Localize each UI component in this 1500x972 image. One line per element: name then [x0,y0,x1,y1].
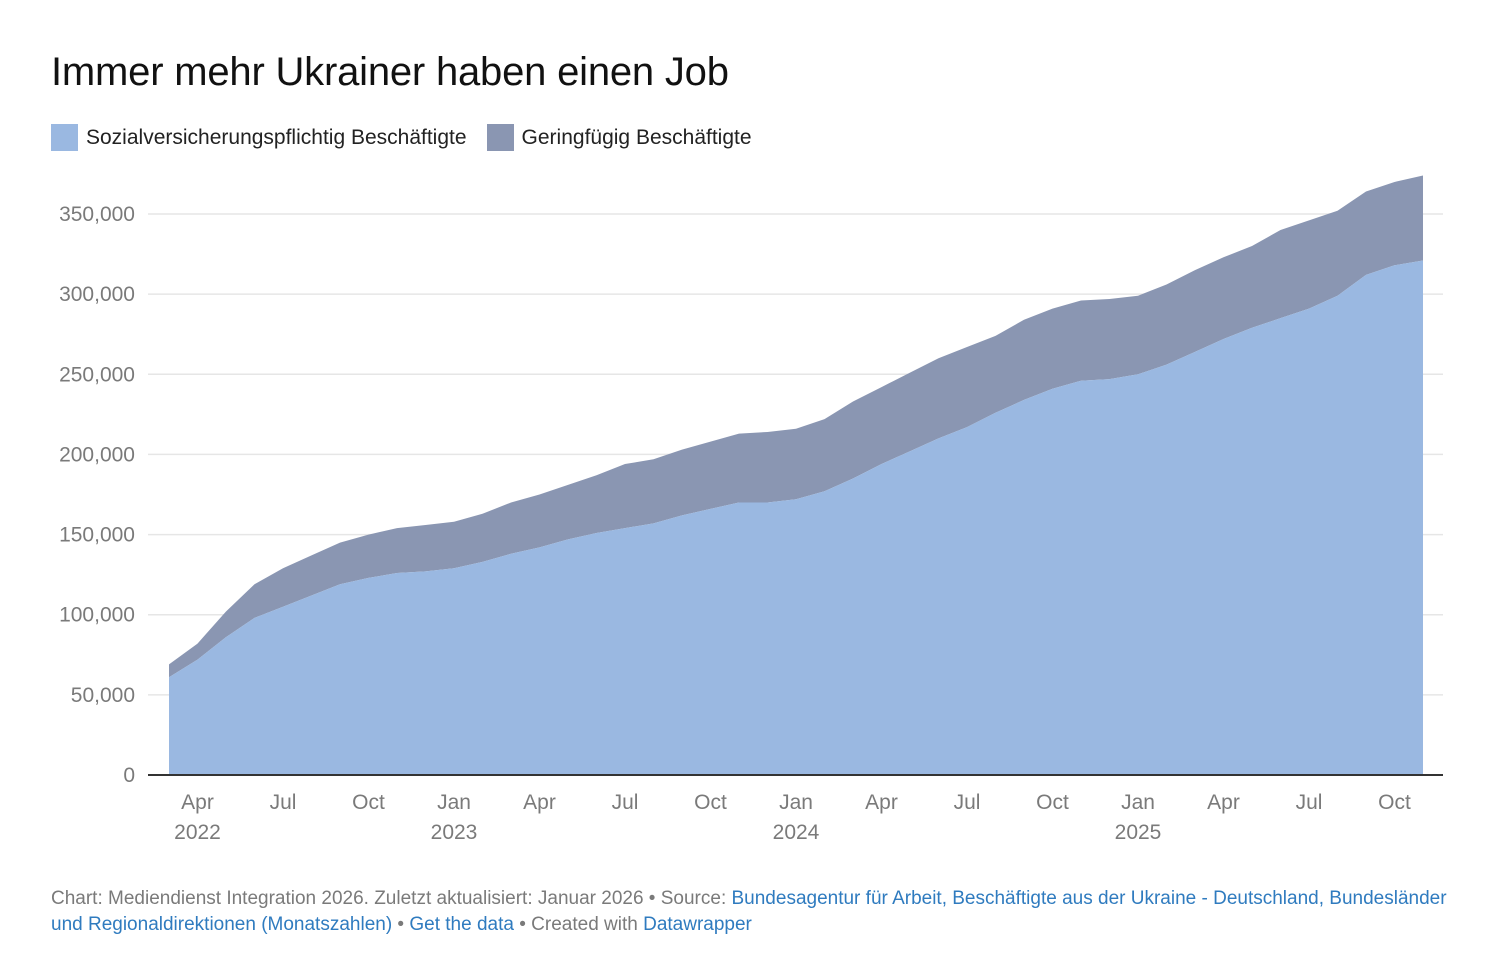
x-tick-label: Oct [1378,791,1411,814]
chart-title: Immer mehr Ukrainer haben einen Job [51,50,729,94]
x-tick-label: Oct [1036,791,1069,814]
x-tick-label: Oct [694,791,727,814]
legend-label-svp: Sozialversicherungspflichtig Beschäftigt… [86,125,467,149]
x-tick-label: Oct [352,791,385,814]
y-tick-label: 300,000 [59,283,135,306]
y-tick-label: 350,000 [59,203,135,226]
x-tick-year-label: 2025 [1115,821,1162,844]
x-tick-label: Apr [181,791,214,814]
footer-source-prefix: • Source: [643,888,732,909]
legend-label-gering: Geringfügig Beschäftigte [521,125,752,149]
x-tick-label: Jul [270,791,297,814]
footer-source-link[interactable]: Bundesagentur für Arbeit, Beschäftigte a… [51,888,1447,935]
area-series-sozialversicherungspflichtig [169,260,1423,775]
y-tick-label: 0 [123,764,135,787]
footer-separator: • [392,914,410,935]
datawrapper-link[interactable]: Datawrapper [643,914,752,935]
legend-item-gering: Geringfügig Beschäftigte [486,124,752,151]
x-tick-label: Apr [523,791,556,814]
x-tick-label: Jan [1121,791,1155,814]
y-tick-label: 50,000 [71,684,135,707]
footer-created-prefix: • Created with [513,914,644,935]
y-tick-label: 100,000 [59,604,135,627]
x-tick-year-label: 2022 [174,821,221,844]
x-tick-label: Apr [1207,791,1240,814]
get-the-data-link[interactable]: Get the data [409,914,514,935]
y-tick-label: 250,000 [59,363,135,386]
footer-chart-credit: Chart: Mediendienst Integration 2026. Zu… [51,888,644,909]
footer: Chart: Mediendienst Integration 2026. Zu… [51,886,1451,938]
y-tick-label: 150,000 [59,524,135,547]
legend-swatch-gering [486,124,514,151]
area-series-geringfuegig [169,175,1423,678]
legend-swatch-svp [51,124,78,151]
x-tick-label: Jul [954,791,981,814]
x-tick-label: Jul [612,791,639,814]
legend: Sozialversicherungspflichtig Beschäftigt… [51,124,772,151]
x-tick-label: Jul [1296,791,1323,814]
y-tick-label: 200,000 [59,443,135,466]
legend-item-svp: Sozialversicherungspflichtig Beschäftigt… [51,124,467,151]
x-tick-year-label: 2024 [773,821,820,844]
x-tick-label: Jan [437,791,471,814]
x-tick-label: Apr [865,791,898,814]
x-tick-label: Jan [779,791,813,814]
x-tick-year-label: 2023 [431,821,478,844]
